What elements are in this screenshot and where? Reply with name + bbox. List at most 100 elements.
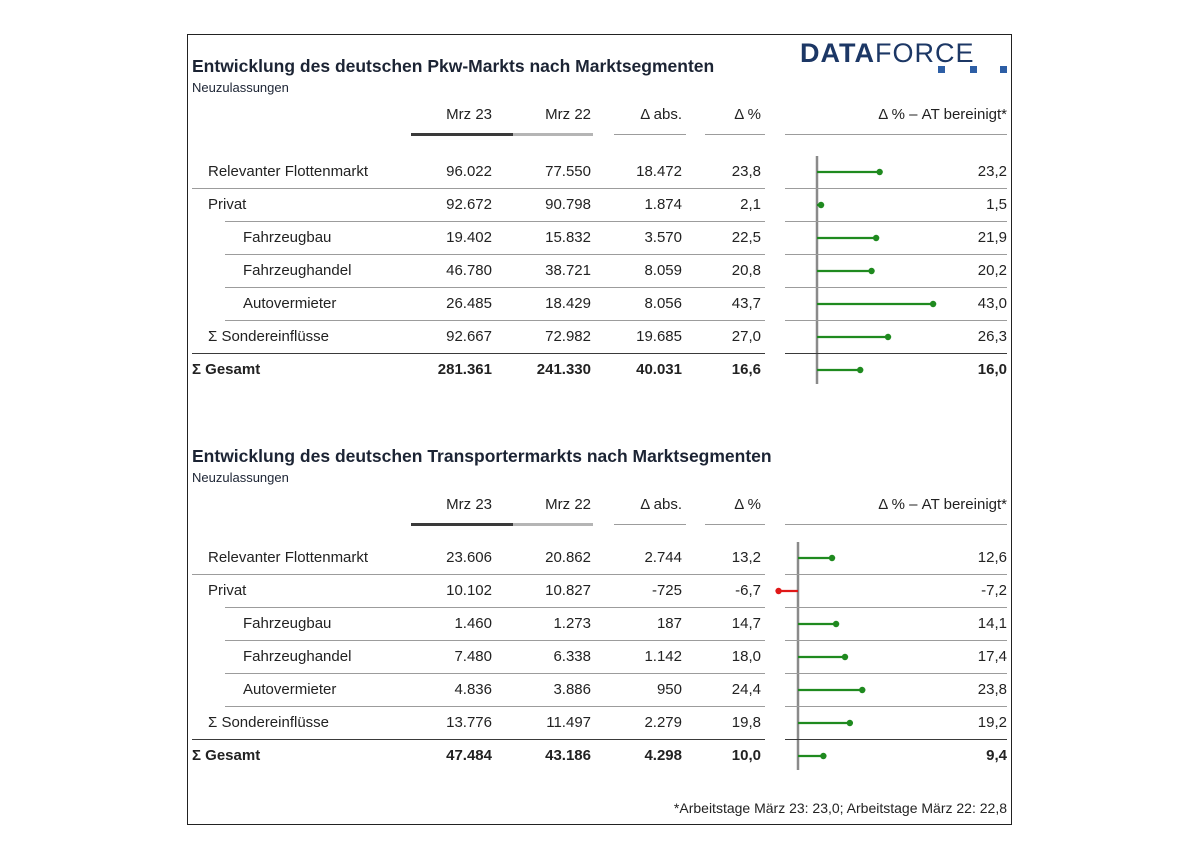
row-label: Σ Sondereinflüsse [208, 714, 330, 731]
row-separator [785, 673, 1007, 674]
header-underline-delta-pct [705, 524, 765, 525]
header-underline-mrz22 [513, 523, 593, 526]
header-underline-delta-abs [614, 134, 686, 135]
cell-mrz23: 19.402 [446, 229, 492, 246]
row-separator [192, 188, 765, 189]
row-separator [225, 287, 765, 288]
cell-mrz22: 10.827 [545, 582, 591, 599]
row-label: Relevanter Flottenmarkt [208, 549, 369, 566]
section-subtitle: Neuzulassungen [192, 80, 289, 95]
cell-mrz23: 1.460 [454, 615, 492, 632]
cell-delta-pct: 10,0 [731, 747, 761, 764]
lollipop-dot [817, 201, 825, 209]
lollipop-dot [868, 267, 875, 275]
logo-square [938, 66, 945, 73]
row-separator [225, 320, 765, 321]
cell-delta-pct-adjusted: -7,2 [981, 582, 1007, 599]
cell-delta-pct-adjusted: 23,8 [977, 681, 1007, 698]
row-label: Σ Sondereinflüsse [208, 328, 330, 345]
row-separator [785, 188, 1007, 189]
row-separator [225, 607, 765, 608]
row-separator [785, 574, 1007, 575]
lollipop-dot [857, 366, 864, 374]
row-label: Fahrzeugbau [243, 615, 332, 632]
cell-mrz22: 38.721 [545, 262, 591, 279]
cell-delta-abs: 187 [656, 615, 682, 632]
cell-delta-abs: 3.570 [644, 229, 682, 246]
cell-mrz23: 13.776 [446, 714, 492, 731]
cell-mrz22: 6.338 [553, 648, 591, 665]
cell-delta-pct: 20,8 [731, 262, 761, 279]
cell-mrz23: 47.484 [446, 747, 492, 764]
cell-delta-pct-adjusted: 20,2 [977, 262, 1007, 279]
cell-delta-abs: 1.874 [644, 196, 682, 213]
lollipop-dot [846, 719, 854, 727]
cell-delta-abs: 950 [656, 681, 682, 698]
row-separator [225, 673, 765, 674]
lollipop-dot [884, 333, 892, 341]
cell-delta-pct: 19,8 [731, 714, 761, 731]
dataforce-logo: DATAFORCE [800, 38, 974, 69]
cell-mrz23: 92.672 [446, 196, 492, 213]
cell-delta-pct-adjusted: 16,0 [977, 361, 1007, 378]
cell-mrz22: 241.330 [536, 361, 591, 378]
column-header-delta-pct-adjusted: Δ % – AT bereinigt* [878, 496, 1007, 513]
lollipop-dot [832, 620, 840, 628]
cell-delta-abs: 8.059 [644, 262, 682, 279]
logo-square [970, 66, 977, 73]
cell-delta-pct-adjusted: 9,4 [986, 747, 1007, 764]
cell-delta-pct: 14,7 [731, 615, 761, 632]
header-underline-adjusted [785, 524, 1007, 525]
cell-delta-pct: 27,0 [731, 328, 761, 345]
row-separator [192, 574, 765, 575]
cell-mrz23: 10.102 [446, 582, 492, 599]
row-separator [785, 353, 1007, 354]
header-underline-delta-abs [614, 524, 686, 525]
lollipop-dot [820, 752, 827, 760]
header-underline-mrz22 [513, 133, 593, 136]
cell-delta-abs: 2.744 [644, 549, 682, 566]
cell-mrz23: 26.485 [446, 295, 492, 312]
cell-mrz23: 4.836 [454, 681, 492, 698]
column-header-mrz23: Mrz 23 [446, 106, 492, 123]
cell-delta-abs: 19.685 [636, 328, 682, 345]
lollipop-dot [859, 686, 866, 694]
lollipop-dot [929, 300, 937, 308]
column-header-delta-abs: Δ abs. [640, 496, 682, 513]
row-label: Autovermieter [243, 295, 337, 312]
logo-text-bold: DATA [800, 38, 875, 68]
cell-mrz23: 7.480 [454, 648, 492, 665]
row-separator [225, 640, 765, 641]
row-label: Fahrzeughandel [243, 648, 352, 665]
row-label: Fahrzeugbau [243, 229, 332, 246]
header-underline-adjusted [785, 134, 1007, 135]
figure-frame [187, 34, 1012, 825]
row-label: Σ Gesamt [192, 747, 261, 764]
lollipop-dot [876, 168, 883, 176]
row-separator [785, 254, 1007, 255]
cell-delta-pct-adjusted: 43,0 [977, 295, 1007, 312]
cell-mrz22: 43.186 [545, 747, 591, 764]
lollipop-dot [841, 653, 849, 661]
cell-mrz23: 46.780 [446, 262, 492, 279]
row-separator [785, 320, 1007, 321]
section-title: Entwicklung des deutschen Transportermar… [192, 446, 772, 466]
column-header-mrz23: Mrz 23 [446, 496, 492, 513]
cell-delta-pct: 13,2 [731, 549, 761, 566]
row-label: Σ Gesamt [192, 361, 261, 378]
footnote: *Arbeitstage März 23: 23,0; Arbeitstage … [673, 800, 1007, 816]
section-title: Entwicklung des deutschen Pkw-Markts nac… [192, 56, 715, 76]
row-separator [225, 254, 765, 255]
cell-delta-pct-adjusted: 14,1 [977, 615, 1007, 632]
cell-mrz23: 92.667 [446, 328, 492, 345]
row-separator [225, 221, 765, 222]
cell-mrz22: 77.550 [545, 163, 591, 180]
cell-delta-pct: 23,8 [731, 163, 761, 180]
logo-square [1000, 66, 1007, 73]
cell-delta-pct: 18,0 [731, 648, 761, 665]
cell-delta-pct-adjusted: 19,2 [977, 714, 1007, 731]
cell-mrz23: 281.361 [437, 361, 492, 378]
cell-delta-pct: 2,1 [740, 196, 761, 213]
row-separator [785, 706, 1007, 707]
